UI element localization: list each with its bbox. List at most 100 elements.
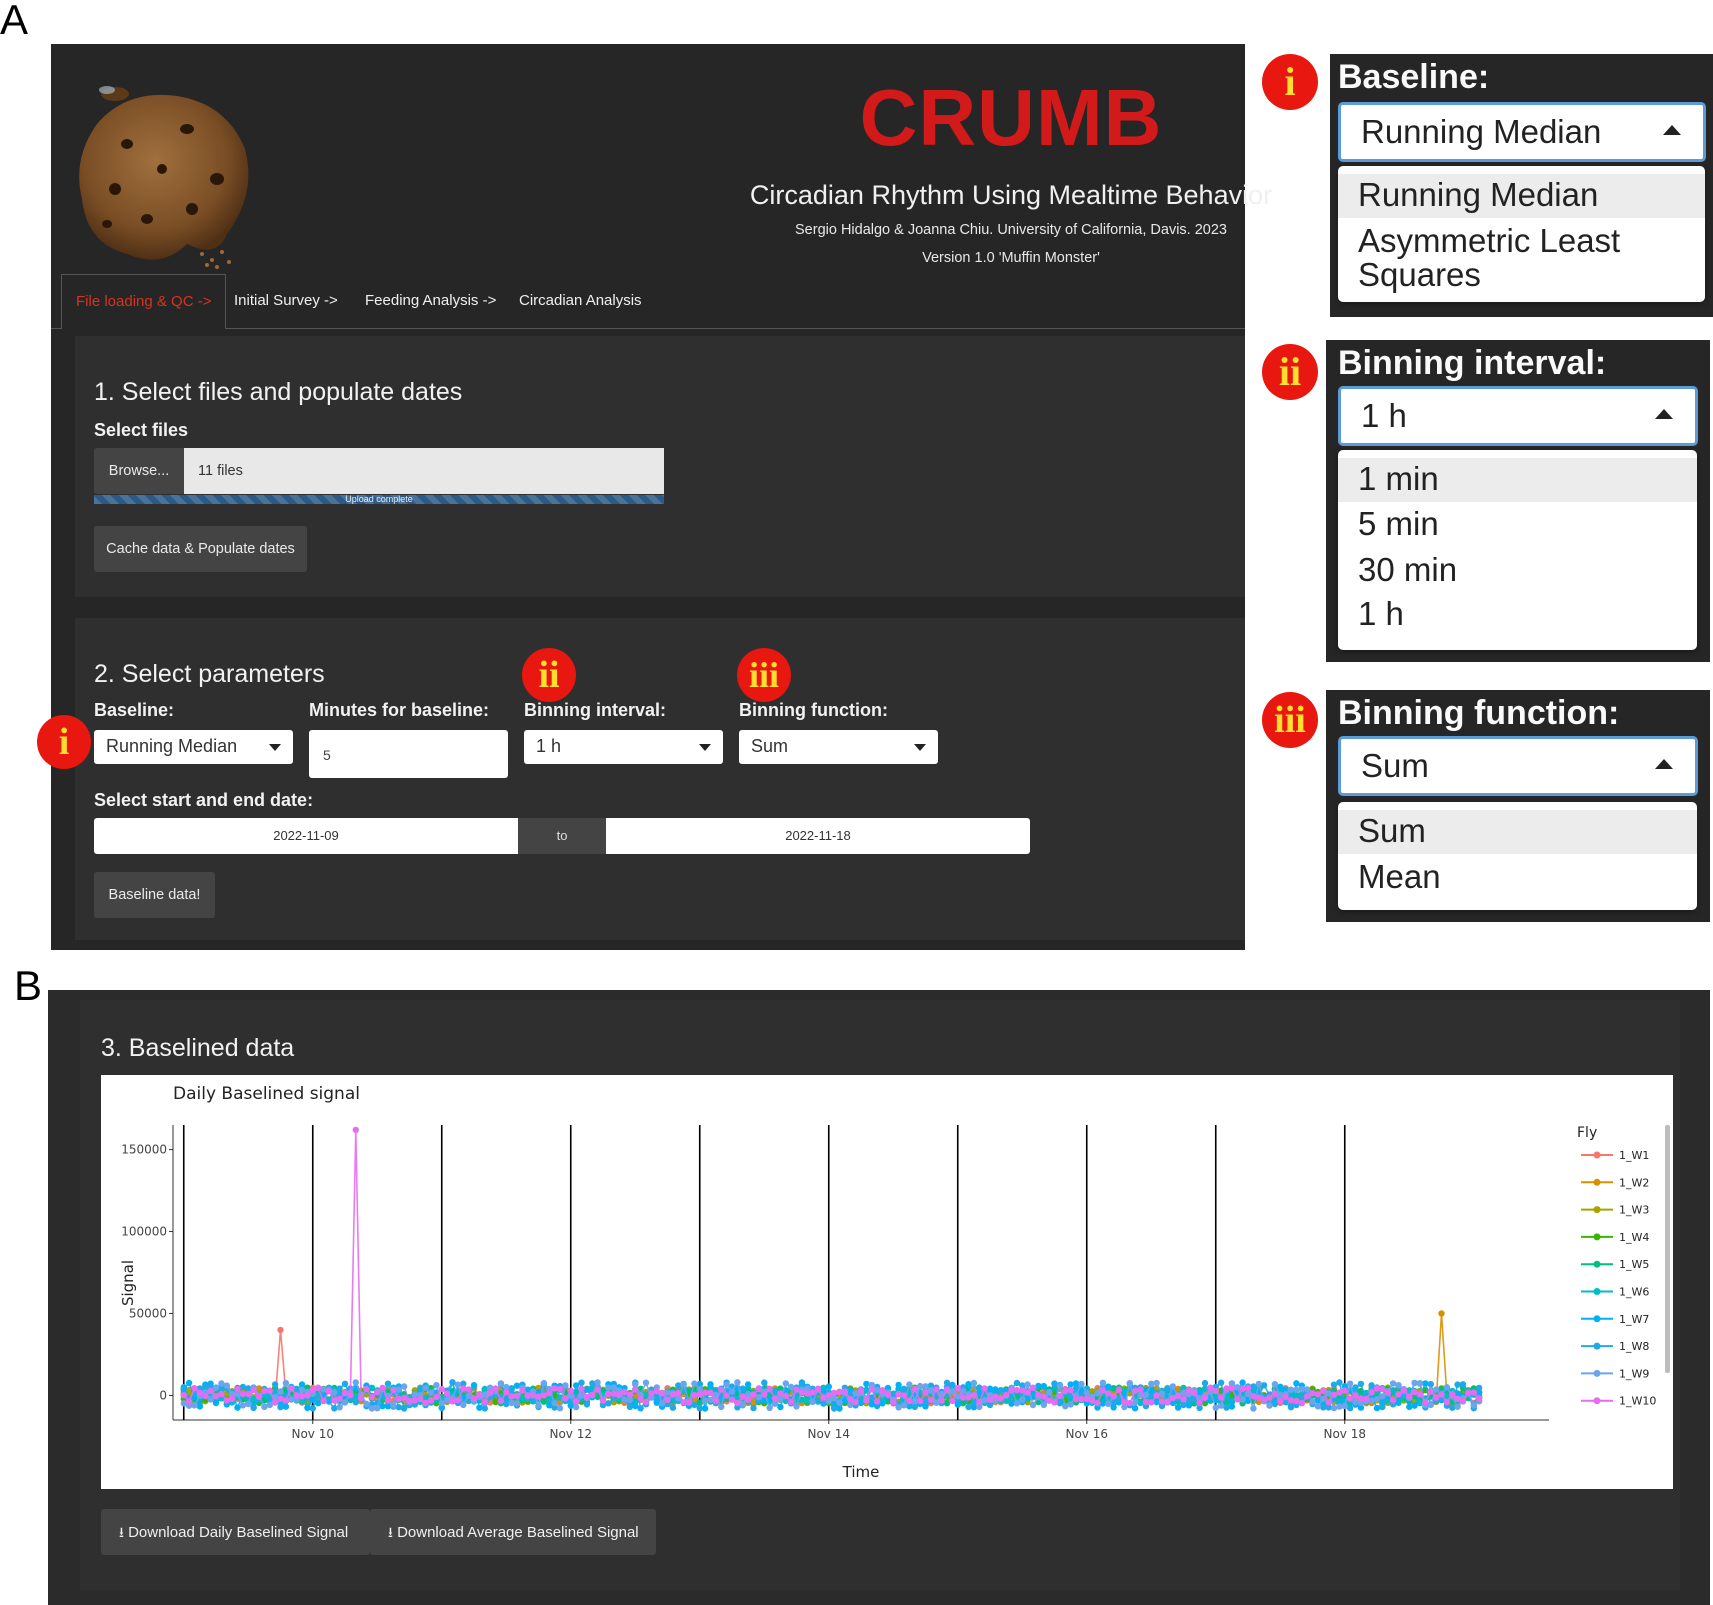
baselined-signal-chart[interactable]: 0 50000 100000 150000 Nov 10 Nov 12 Nov 14 Nov … [101, 1075, 1673, 1489]
data-point [879, 1400, 886, 1407]
data-point [906, 1397, 913, 1405]
tab-initial-survey[interactable]: Initial Survey -> [234, 292, 338, 309]
data-point [884, 1391, 892, 1398]
data-point [1395, 1382, 1402, 1389]
data-point [739, 1385, 746, 1392]
data-point [852, 1399, 859, 1406]
data-point [454, 1397, 462, 1404]
menu-option[interactable]: 1 min [1358, 460, 1439, 497]
data-point [1438, 1391, 1445, 1398]
legend-swatch-dot [1593, 1315, 1601, 1323]
legend-scrollbar[interactable] [1665, 1125, 1670, 1373]
data-point [782, 1397, 789, 1404]
tab-circadian-analysis[interactable]: Circadian Analysis [519, 292, 642, 309]
data-point [1416, 1399, 1424, 1406]
legend-label: 1_W10 [1619, 1395, 1656, 1408]
binning-interval-select[interactable]: 1 h [524, 730, 723, 764]
data-point [212, 1393, 220, 1400]
menu-option[interactable]: Running Median [1358, 176, 1599, 213]
data-point [556, 1405, 564, 1412]
data-point [648, 1390, 655, 1397]
data-point [1287, 1386, 1295, 1393]
data-point [1454, 1395, 1461, 1402]
data-point [943, 1400, 951, 1407]
data-point [1411, 1379, 1418, 1387]
data-point [331, 1389, 338, 1396]
chevron-down-icon [699, 744, 711, 751]
data-point [927, 1387, 935, 1394]
data-point [422, 1384, 429, 1391]
start-date-input[interactable]: 2022-11-09 [94, 818, 518, 854]
data-point [309, 1396, 316, 1403]
data-point [1277, 1397, 1284, 1405]
data-point [298, 1381, 306, 1388]
data-point [685, 1387, 693, 1394]
data-point [465, 1386, 472, 1393]
cache-data-button[interactable]: Cache data & Populate dates [94, 526, 307, 572]
menu-option[interactable]: 30 min [1358, 551, 1458, 588]
data-point [723, 1392, 730, 1399]
badge-ii-binning-interval: ii [522, 648, 576, 702]
data-point [578, 1379, 585, 1386]
data-point [1379, 1385, 1386, 1393]
data-point [825, 1392, 832, 1399]
data-point [755, 1394, 763, 1401]
data-point [981, 1397, 988, 1404]
end-date-input[interactable]: 2022-11-18 [606, 818, 1030, 854]
files-display-field[interactable]: 11 files [184, 448, 664, 494]
menu-option[interactable]: Asymmetric Least [1358, 222, 1621, 259]
menu-option[interactable]: Sum [1358, 812, 1426, 849]
baseline-data-button[interactable]: Baseline data! [94, 872, 215, 918]
data-point [798, 1396, 806, 1403]
minutes-input[interactable]: 5 [309, 730, 508, 778]
legend-label: 1_W1 [1619, 1149, 1649, 1162]
data-point [572, 1382, 580, 1389]
data-point [1282, 1393, 1289, 1401]
data-point [363, 1400, 370, 1407]
baseline-select[interactable]: Running Median [94, 730, 293, 764]
data-point [395, 1404, 402, 1411]
data-point [1475, 1384, 1483, 1392]
data-point [863, 1380, 870, 1388]
tab-file-loading[interactable]: File loading & QC -> [61, 274, 227, 329]
upload-progress-bar: Upload complete [94, 495, 664, 504]
callout-baseline-select[interactable]: Running Median [1338, 102, 1706, 162]
data-point [1040, 1401, 1047, 1408]
data-point [1416, 1391, 1424, 1398]
callout-interval-select[interactable]: 1 h [1338, 386, 1698, 446]
menu-option[interactable]: Mean [1358, 858, 1441, 895]
callout-baseline-value: Running Median [1361, 113, 1602, 150]
data-point [1244, 1384, 1252, 1392]
data-point [379, 1402, 386, 1410]
data-point [868, 1394, 875, 1401]
data-point [374, 1405, 381, 1412]
data-point [1174, 1385, 1182, 1393]
binning-function-select[interactable]: Sum [739, 730, 938, 764]
tab-feeding-analysis[interactable]: Feeding Analysis -> [365, 292, 497, 309]
callout-function-select[interactable]: Sum [1338, 736, 1698, 796]
callout-interval-value: 1 h [1361, 397, 1407, 434]
data-point [986, 1401, 994, 1409]
data-point [245, 1390, 252, 1398]
data-point [1427, 1401, 1435, 1408]
download-average-button[interactable]: ⭳ Download Average Baselined Signal [370, 1509, 656, 1555]
y-tick-label: 150000 [121, 1143, 167, 1157]
data-point [1062, 1403, 1069, 1410]
menu-option-continued[interactable]: Squares [1358, 256, 1481, 293]
download-daily-button[interactable]: ⭳ Download Daily Baselined Signal [101, 1509, 370, 1555]
menu-option[interactable]: 5 min [1358, 505, 1439, 542]
legend-title: Fly [1577, 1125, 1597, 1141]
menu-option[interactable]: 1 h [1358, 595, 1404, 632]
data-point [1083, 1389, 1090, 1396]
data-point [1094, 1404, 1101, 1411]
browse-button[interactable]: Browse... [94, 448, 184, 494]
data-point [1379, 1403, 1386, 1411]
data-point [1336, 1389, 1343, 1396]
data-point [196, 1385, 204, 1392]
data-point [395, 1386, 402, 1393]
data-point [1148, 1387, 1155, 1395]
callout-baseline-menu: Running Median Asymmetric Least Squares [1338, 166, 1705, 302]
data-point [632, 1402, 639, 1410]
data-point [503, 1400, 510, 1408]
binning-function-value: Sum [751, 736, 789, 756]
